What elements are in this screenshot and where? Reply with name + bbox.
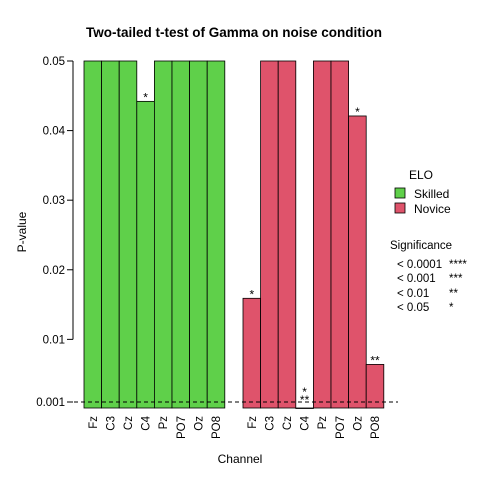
x-tick-label: Fz bbox=[88, 416, 100, 429]
x-tick-label: C3 bbox=[105, 416, 117, 431]
legend-label-skilled: Skilled bbox=[414, 187, 449, 201]
legend-label-novice: Novice bbox=[414, 202, 451, 216]
bar-novice-c3 bbox=[260, 60, 279, 409]
significance-mark: * bbox=[355, 105, 360, 119]
x-tick-label: PO8 bbox=[370, 416, 382, 439]
significance-legend: Significance < 0.0001 **** < 0.001 *** <… bbox=[390, 240, 467, 314]
y-tick-label: 0.02 bbox=[43, 265, 65, 277]
x-tick-label: PO7 bbox=[176, 416, 188, 439]
significance-stars-1: **** bbox=[449, 259, 467, 271]
legend-title: ELO bbox=[409, 168, 433, 182]
x-tick-label: PO8 bbox=[211, 416, 223, 439]
bar-skilled-cz bbox=[118, 60, 138, 409]
bar-skilled-oz bbox=[189, 60, 208, 409]
bar-novice-oz bbox=[348, 115, 367, 409]
y-tick-label: 0.01 bbox=[43, 334, 65, 346]
significance-threshold-2: < 0.001 bbox=[397, 273, 436, 285]
significance-mark: * bbox=[143, 90, 148, 104]
y-tick-label: 0.03 bbox=[43, 195, 65, 207]
x-tick-label: Oz bbox=[193, 416, 205, 431]
x-tick-label: Fz bbox=[247, 416, 259, 429]
x-axis-label: Channel bbox=[218, 452, 263, 466]
significance-threshold-1: < 0.0001 bbox=[397, 259, 442, 271]
significance-marks: ******** bbox=[143, 90, 380, 407]
significance-threshold-4: < 0.05 bbox=[397, 302, 429, 314]
y-axis-label: P-value bbox=[15, 211, 29, 252]
legend: ELO Skilled Novice bbox=[394, 168, 451, 216]
x-tick-label: Pz bbox=[158, 416, 170, 430]
x-tick-label: Cz bbox=[123, 416, 135, 430]
x-tick-label: C4 bbox=[141, 415, 153, 430]
significance-mark: ** bbox=[370, 353, 380, 367]
y-tick-label: 0.04 bbox=[43, 126, 66, 138]
x-tick-label: Cz bbox=[282, 416, 294, 430]
legend-swatch-skilled bbox=[394, 187, 406, 199]
bars bbox=[83, 60, 385, 409]
x-tick-labels: Fz C3 Cz C4 Pz PO7 Oz PO8 Fz C3 Cz C4 Pz PO7 Oz PO8 bbox=[88, 415, 382, 439]
y-axis: 0.001 0.01 0.02 0.03 0.04 0.05 bbox=[36, 56, 74, 409]
bar-skilled-po8 bbox=[206, 60, 226, 409]
significance-mark: * bbox=[249, 287, 254, 301]
bar-novice-pz bbox=[312, 60, 332, 409]
bar-novice-c4 bbox=[295, 407, 314, 409]
significance-threshold-3: < 0.01 bbox=[397, 288, 429, 300]
bar-skilled-po7 bbox=[171, 60, 191, 409]
legend-swatch-novice bbox=[394, 202, 406, 214]
significance-mark: ** bbox=[300, 393, 310, 407]
bar-skilled-pz bbox=[153, 60, 173, 409]
x-tick-label: Oz bbox=[352, 416, 364, 431]
bar-novice-cz bbox=[277, 60, 297, 409]
x-tick-label: Pz bbox=[317, 416, 329, 430]
bar-skilled-c3 bbox=[101, 60, 120, 409]
bar-novice-po7 bbox=[330, 60, 350, 409]
bar-skilled-fz bbox=[83, 60, 103, 409]
bar-novice-po8 bbox=[365, 364, 385, 409]
significance-stars-2: *** bbox=[449, 273, 463, 285]
significance-mark: * bbox=[302, 385, 307, 399]
x-tick-label: C3 bbox=[264, 416, 276, 431]
bar-novice-fz bbox=[242, 297, 262, 409]
significance-legend-title: Significance bbox=[390, 240, 452, 252]
y-tick-label: 0.001 bbox=[36, 397, 65, 409]
significance-stars-3: ** bbox=[449, 288, 458, 300]
chart-title: Two-tailed t-test of Gamma on noise cond… bbox=[86, 25, 382, 40]
significance-stars-4: * bbox=[449, 302, 454, 314]
x-tick-label: PO7 bbox=[335, 416, 347, 439]
y-tick-label: 0.05 bbox=[43, 56, 65, 68]
x-tick-label: C4 bbox=[300, 415, 312, 430]
bar-skilled-c4 bbox=[136, 100, 155, 409]
